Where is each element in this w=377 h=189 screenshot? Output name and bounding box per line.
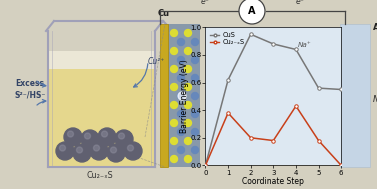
Polygon shape	[168, 24, 200, 167]
Text: Na⁺: Na⁺	[298, 42, 312, 48]
Text: Cu₂₋ₓS: Cu₂₋ₓS	[87, 170, 113, 180]
Circle shape	[77, 147, 83, 153]
Circle shape	[118, 133, 124, 139]
Circle shape	[170, 101, 178, 108]
Circle shape	[170, 84, 178, 91]
Text: Cu²⁺: Cu²⁺	[148, 57, 165, 66]
Circle shape	[184, 66, 192, 73]
Circle shape	[170, 156, 178, 163]
Circle shape	[81, 130, 99, 148]
Text: A: A	[248, 6, 256, 16]
Text: Excess
S²⁻/HS⁻: Excess S²⁻/HS⁻	[14, 79, 46, 99]
Legend: CuS, Cu₂₋ₓS: CuS, Cu₂₋ₓS	[209, 31, 245, 46]
X-axis label: Coordinate Step: Coordinate Step	[242, 177, 304, 186]
Circle shape	[170, 119, 178, 126]
Circle shape	[178, 146, 184, 153]
Circle shape	[56, 142, 74, 160]
Text: Na: Na	[373, 94, 377, 104]
Circle shape	[170, 29, 178, 36]
Circle shape	[178, 92, 186, 100]
Text: Cu: Cu	[158, 9, 170, 18]
Circle shape	[192, 39, 199, 46]
Polygon shape	[160, 24, 168, 167]
Circle shape	[192, 111, 199, 118]
Circle shape	[239, 0, 265, 24]
Polygon shape	[49, 69, 154, 166]
Polygon shape	[49, 51, 154, 69]
Text: e⁻: e⁻	[296, 0, 304, 6]
FancyArrowPatch shape	[37, 100, 46, 105]
Circle shape	[93, 145, 100, 151]
Circle shape	[98, 128, 116, 146]
Y-axis label: Barrier Energy (eV): Barrier Energy (eV)	[180, 60, 188, 133]
Polygon shape	[340, 24, 370, 167]
Circle shape	[170, 66, 178, 73]
Circle shape	[192, 57, 199, 64]
Circle shape	[178, 111, 184, 118]
Circle shape	[192, 146, 199, 153]
Circle shape	[73, 144, 91, 162]
Circle shape	[184, 29, 192, 36]
Circle shape	[184, 84, 192, 91]
Circle shape	[124, 142, 142, 160]
Circle shape	[60, 145, 66, 151]
Text: e⁻: e⁻	[201, 0, 209, 6]
Circle shape	[178, 92, 184, 99]
Circle shape	[110, 147, 116, 153]
Circle shape	[170, 47, 178, 54]
Circle shape	[67, 131, 74, 137]
Circle shape	[178, 74, 184, 81]
Circle shape	[192, 74, 199, 81]
Circle shape	[178, 57, 184, 64]
Circle shape	[170, 138, 178, 145]
FancyArrowPatch shape	[37, 81, 46, 87]
Circle shape	[192, 92, 199, 99]
Circle shape	[127, 145, 133, 151]
Circle shape	[184, 156, 192, 163]
Circle shape	[184, 119, 192, 126]
Text: Al: Al	[373, 22, 377, 32]
Circle shape	[184, 47, 192, 54]
Circle shape	[184, 138, 192, 145]
Circle shape	[84, 133, 90, 139]
Circle shape	[178, 39, 184, 46]
Circle shape	[192, 129, 199, 136]
Circle shape	[90, 142, 108, 160]
Circle shape	[107, 144, 125, 162]
Circle shape	[115, 130, 133, 148]
Circle shape	[178, 129, 184, 136]
FancyArrowPatch shape	[134, 64, 148, 87]
Circle shape	[101, 131, 107, 137]
Circle shape	[64, 128, 82, 146]
Circle shape	[184, 101, 192, 108]
